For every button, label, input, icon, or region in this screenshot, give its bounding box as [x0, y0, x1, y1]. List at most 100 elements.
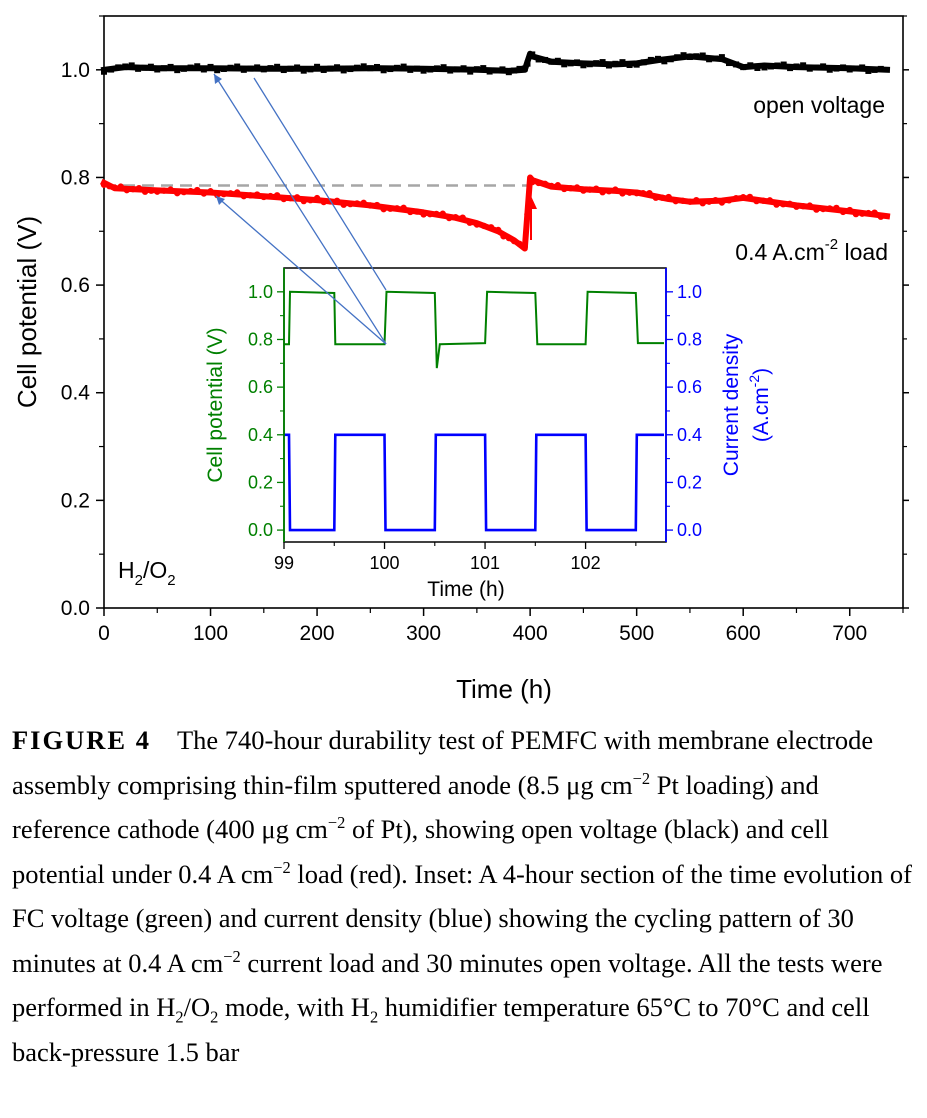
- gas-mid: /O: [143, 557, 167, 583]
- load-point: [839, 208, 847, 216]
- load-point: [646, 189, 653, 197]
- load-point: [154, 188, 161, 195]
- load-point: [573, 184, 581, 191]
- inset-x-tick-label: 99: [274, 553, 294, 573]
- open-voltage-point: [561, 61, 568, 68]
- load-point: [535, 179, 542, 187]
- load-point: [786, 200, 794, 208]
- load-point: [705, 198, 713, 205]
- open-voltage-point: [254, 64, 261, 71]
- load-point: [699, 199, 706, 207]
- inset-y-tick-label: 0.0: [248, 520, 273, 540]
- open-voltage-point: [407, 66, 414, 73]
- load-point: [106, 182, 113, 190]
- load-point: [280, 195, 287, 203]
- open-voltage-point: [128, 62, 135, 69]
- open-voltage-point: [706, 56, 713, 63]
- open-voltage-point: [846, 66, 853, 73]
- open-voltage-point: [340, 67, 347, 74]
- load-point: [732, 194, 740, 202]
- load-point: [117, 183, 124, 190]
- load-point: [746, 193, 754, 201]
- load-point: [445, 214, 453, 222]
- inset-y-axis-title: Cell potential (V): [204, 327, 227, 482]
- caption-text-5: current load and 30 minutes open voltage…: [12, 947, 883, 1023]
- open-voltage-point: [686, 54, 693, 61]
- open-voltage-label: open voltage: [753, 92, 885, 118]
- caption-text-6: mode, with H: [218, 992, 370, 1022]
- open-voltage-point: [427, 66, 434, 73]
- inset-y-tick-label: 0.6: [248, 377, 273, 397]
- open-voltage-point: [574, 59, 581, 66]
- open-voltage-point: [806, 65, 813, 72]
- load-point: [554, 182, 562, 189]
- open-voltage-point: [160, 65, 167, 72]
- load-point: [612, 186, 619, 193]
- inset-x-tick-label: 101: [470, 553, 500, 573]
- open-voltage-point: [194, 63, 201, 70]
- open-voltage-point: [865, 67, 872, 74]
- load-point: [852, 210, 860, 218]
- open-voltage-point: [761, 64, 768, 71]
- open-voltage-point: [787, 65, 794, 72]
- open-voltage-point: [548, 58, 555, 65]
- open-voltage-point: [493, 67, 500, 74]
- open-voltage-point: [619, 59, 626, 66]
- open-voltage-point: [852, 65, 859, 72]
- open-voltage-point: [180, 65, 187, 72]
- load-point: [420, 211, 427, 218]
- open-voltage-point: [234, 63, 241, 70]
- open-voltage-point: [712, 55, 719, 62]
- main-x-tick-label: 300: [406, 622, 441, 645]
- open-voltage-point: [780, 61, 787, 68]
- gas-mode-label: H2/O2: [118, 557, 176, 589]
- load-point: [353, 200, 361, 207]
- open-voltage-point: [460, 65, 467, 72]
- open-voltage-point: [859, 64, 866, 71]
- open-voltage-point: [467, 68, 474, 75]
- load-point: [652, 194, 660, 201]
- open-voltage-point: [447, 67, 454, 74]
- inset-voltage-series: [284, 290, 664, 369]
- load-point: [293, 194, 301, 201]
- inset-x-tick-label: 102: [571, 553, 601, 573]
- load-point: [740, 194, 747, 201]
- load-point: [686, 198, 694, 205]
- open-voltage-point: [400, 63, 407, 70]
- open-voltage-point: [733, 61, 740, 68]
- load-point: [779, 201, 787, 208]
- figure-caption: FIGURE 4 The 740-hour durability test of …: [12, 718, 917, 1074]
- open-voltage-point: [300, 67, 307, 74]
- main-plot-frame: [103, 15, 904, 609]
- load-point: [240, 192, 248, 200]
- load-point: [300, 197, 307, 205]
- load-point: [541, 180, 549, 188]
- load-point: [387, 205, 394, 212]
- open-voltage-point: [580, 62, 587, 69]
- open-voltage-point: [200, 66, 207, 73]
- load-point: [459, 214, 466, 221]
- load-point: [426, 210, 434, 218]
- gas-sub-2: 2: [167, 572, 175, 589]
- load-point: [141, 188, 149, 195]
- load-point: [633, 189, 640, 197]
- durability-figure: 0 100 200 300 400 500 600 700 0.0 0.2 0.4 0.6 0.8 1.0…: [12, 15, 909, 704]
- caption-text-3: of Pt), showing open voltage (black) and…: [12, 814, 829, 889]
- load-point: [194, 186, 201, 194]
- open-voltage-point: [871, 66, 878, 73]
- load-point: [473, 221, 481, 228]
- load-point: [307, 197, 314, 204]
- load-point: [529, 178, 536, 186]
- main-y-tick-label: 0.6: [61, 274, 90, 297]
- load-point: [129, 185, 137, 193]
- load-label: 0.4 A.cm-2 load: [735, 236, 888, 265]
- open-voltage-point: [529, 51, 536, 58]
- open-voltage-point: [135, 65, 142, 72]
- inset-y-tick-label: 0.8: [248, 329, 273, 349]
- caption-exp-2: −2: [327, 813, 346, 833]
- load-point: [333, 197, 341, 204]
- open-voltage-point: [586, 61, 593, 68]
- recovery-arrow: [525, 196, 537, 240]
- inset-background: [284, 268, 666, 542]
- main-y-tick-label: 0.8: [61, 166, 90, 189]
